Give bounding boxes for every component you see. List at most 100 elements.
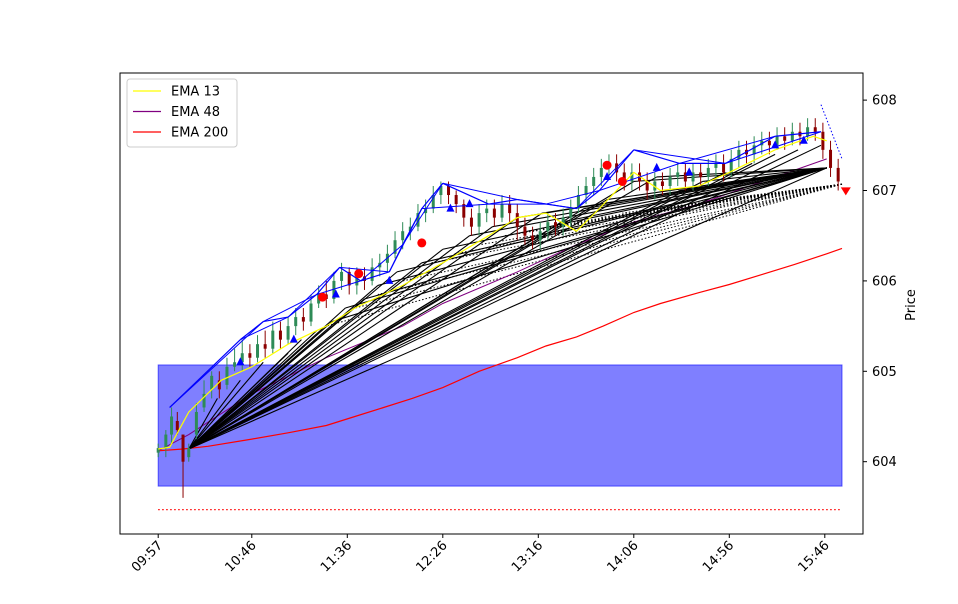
trendline-24 [188,171,726,450]
candle-body-25 [340,271,344,281]
candle-body-53 [553,222,557,227]
candle-body-17 [278,330,282,340]
legend: EMA 13 EMA 48 EMA 200 [126,78,238,148]
buy-signal-marker-2 [331,289,340,298]
legend-box [126,78,238,148]
candle-body-55 [569,208,573,218]
y-tick-label-2: 606 [872,274,897,289]
trendline-28 [188,144,822,450]
candle-body-59 [599,167,603,177]
trendline-20 [188,180,635,450]
candle-body-41 [462,204,466,218]
candle-body-67 [660,181,664,186]
candle-body-58 [592,176,596,186]
candle-body-1 [164,434,168,449]
swing-line-15 [598,149,635,191]
fan-dotted-line-10 [574,183,843,223]
candle-body-5 [187,448,191,458]
swing-line-16 [633,149,680,164]
signal-circle-marker-4 [617,176,627,186]
swing-line-skip-10 [442,182,518,201]
fan-dotted-line-3 [402,183,843,282]
candle-body-14 [256,344,260,358]
buy-signal-marker-4 [446,203,455,212]
candle-body-34 [408,226,412,232]
candle-body-52 [546,222,550,232]
trendline-13 [188,235,470,450]
trendline-0 [188,398,218,450]
y-tick-label-1: 605 [872,365,897,380]
trendline-1 [188,380,241,450]
fan-dotted-line-17 [740,183,843,199]
swing-line-skip-8 [402,183,444,246]
candle-body-26 [347,271,351,286]
candle-body-63 [630,172,634,182]
fan-dotted-line-2 [377,183,843,295]
plot-area-frame [119,72,864,535]
converging-trendline-16 [679,167,827,192]
candle-body-21 [309,303,313,322]
buy-signal-marker-10 [799,135,808,144]
trendline-21 [188,176,657,450]
swing-line-skip-13 [545,190,600,205]
legend-label-2: EMA 200 [171,126,228,141]
candle-body-83 [783,136,787,141]
signal-circle-marker-3 [602,160,612,170]
swing-line-skip-6 [360,244,404,282]
candle-body-37 [431,195,435,209]
buy-signal-marker-0 [236,357,245,366]
projection-line [820,104,843,160]
swing-line-11 [488,198,518,205]
converging-trendline-12 [584,167,827,210]
candle-body-45 [492,208,496,218]
swing-line-14 [576,190,600,210]
candle-body-27 [355,276,359,286]
converging-trendline-11 [561,167,827,223]
candle-body-51 [538,231,542,241]
candle-body-8 [210,375,214,390]
candle-body-42 [469,217,473,227]
swing-line-4 [316,266,341,295]
y-axis-label: Price [904,289,919,321]
candle-body-13 [248,353,252,358]
trendline-2 [188,361,264,450]
candle-body-76 [729,158,733,173]
buy-signal-marker-5 [465,199,474,208]
swing-line-13 [545,203,577,210]
y-tick-label-0: 604 [872,455,897,470]
candle-body-6 [194,411,198,435]
candle-body-20 [301,317,305,322]
candle-body-49 [523,226,527,236]
converging-trendline-3 [377,167,827,286]
candle-body-48 [515,213,519,227]
candle-body-40 [454,195,458,205]
candle-body-33 [401,231,405,241]
candle-body-90 [836,167,840,182]
candle-body-46 [500,204,504,218]
candle-body-75 [722,163,726,173]
candle-body-57 [584,185,588,196]
candle-body-65 [645,181,649,191]
signal-circle-marker-0 [317,292,327,302]
buy-signal-marker-9 [771,140,780,149]
swing-line-skip-3 [287,266,340,318]
candle-body-9 [217,380,221,390]
swing-line-skip-15 [599,162,680,191]
candle-body-71 [691,172,695,182]
candle-body-4 [181,434,185,462]
buy-signal-marker-6 [603,171,612,180]
buy-signal-marker-8 [685,167,694,176]
candle-body-74 [714,163,718,168]
signal-circle-marker-1 [354,269,364,279]
buy-signal-marker-7 [652,162,661,171]
candle-body-3 [175,421,179,431]
candle-body-12 [240,353,244,363]
swing-line-skip-16 [633,149,726,164]
legend-label-0: EMA 13 [171,85,220,100]
signal-circle-marker-2 [417,238,427,248]
swing-line-18 [725,135,776,164]
candle-body-72 [699,172,703,177]
buy-signal-marker-1 [289,334,298,343]
